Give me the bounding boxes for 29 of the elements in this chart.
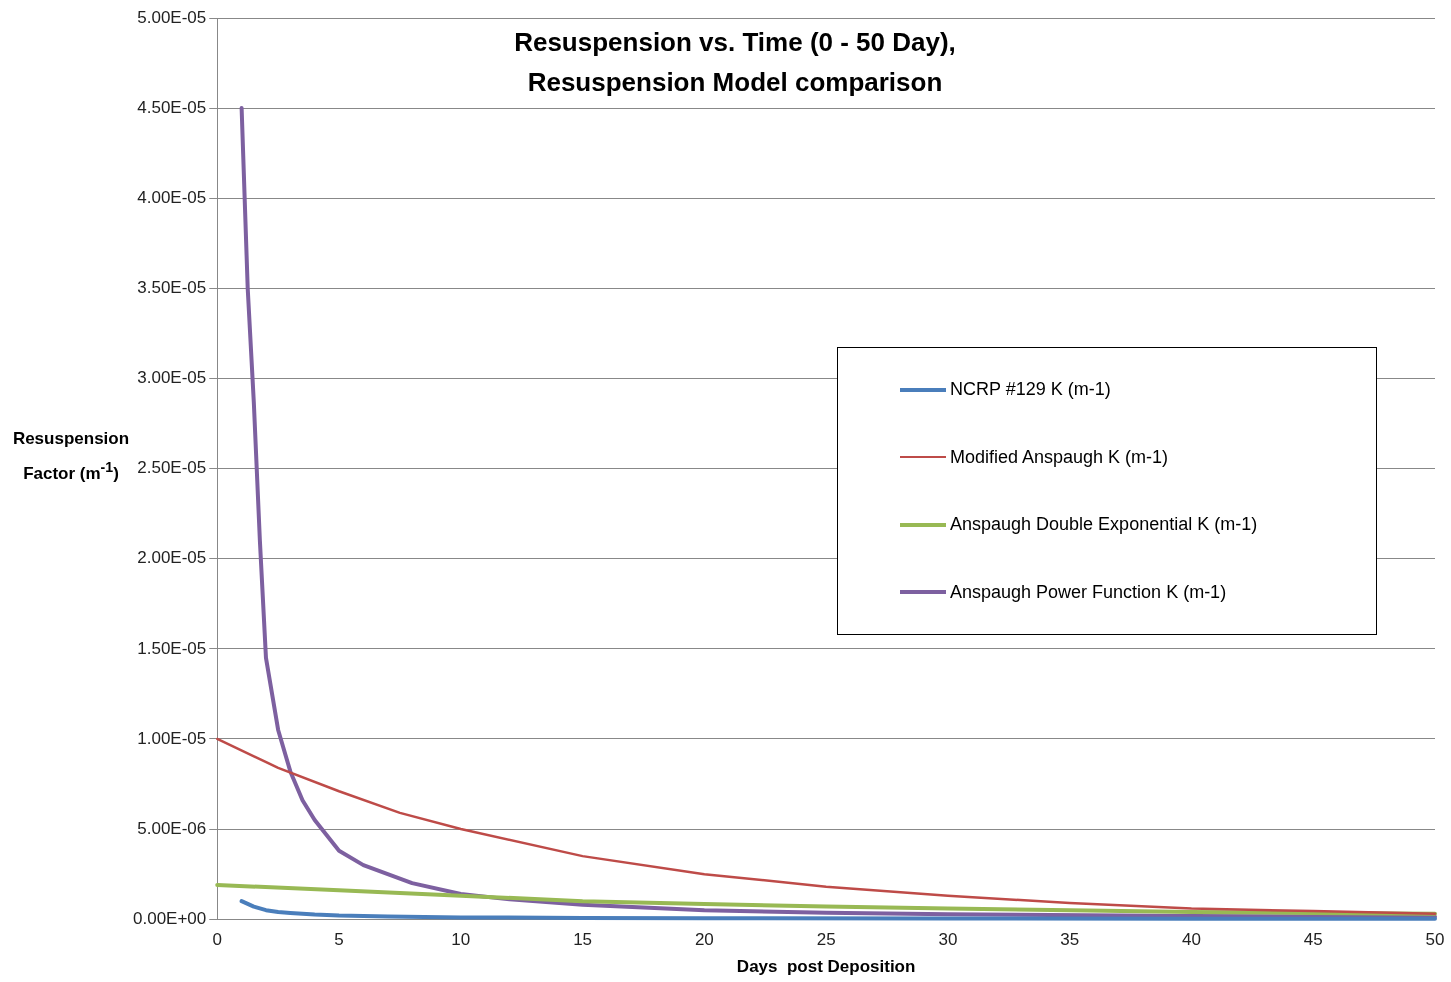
x-tick-label: 0 <box>212 930 222 950</box>
legend-label: Modified Anspaugh K (m-1) <box>950 446 1169 468</box>
x-tick-label: 20 <box>694 930 714 950</box>
y-tick-label: 0.00E+00 <box>133 908 207 928</box>
y-tick-label: 1.00E-05 <box>137 728 207 748</box>
x-tick-label: 30 <box>938 930 958 950</box>
x-tick-label: 45 <box>1303 930 1323 950</box>
y-tick-label: 3.50E-05 <box>137 278 207 298</box>
y-tick-label: 3.00E-05 <box>137 368 207 388</box>
x-tick-label: 40 <box>1181 930 1201 950</box>
legend-label: NCRP #129 K (m-1) <box>950 379 1111 401</box>
y-axis-title: Resuspension Factor (m$^{-1}$) <box>11 428 131 485</box>
x-tick-label: 35 <box>1060 930 1080 950</box>
x-tick-label: 5 <box>334 930 344 950</box>
y-tick-label: 5.00E-05 <box>137 7 207 27</box>
y-tick-label: 2.50E-05 <box>137 458 207 478</box>
x-axis-title: Days post Deposition <box>736 957 916 977</box>
x-tick-label: 25 <box>816 930 836 950</box>
y-tick-label: 4.00E-05 <box>137 187 207 207</box>
y-tick-label: 5.00E-06 <box>137 818 207 838</box>
legend-label: Anspaugh Power Function K (m-1) <box>950 581 1227 603</box>
legend-label: Anspaugh Double Exponential K (m-1) <box>950 514 1258 536</box>
y-tick-label: 4.50E-05 <box>137 97 207 117</box>
x-tick-label: 15 <box>573 930 593 950</box>
x-tick-label: 50 <box>1425 930 1445 950</box>
x-tick-label: 10 <box>451 930 471 950</box>
y-tick-label: 2.00E-05 <box>137 548 207 568</box>
y-tick-label: 1.50E-05 <box>137 638 207 658</box>
text: Resuspension vs. Time (0 - 50 Day), Resuspension Model comparison <box>513 26 957 99</box>
